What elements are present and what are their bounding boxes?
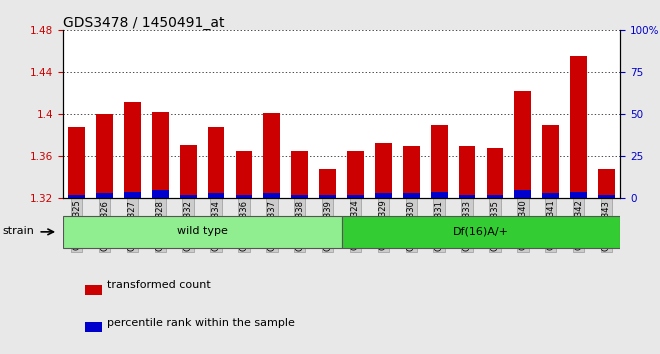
Bar [486, 148, 504, 198]
Bar [63, 216, 342, 248]
Bar [85, 322, 102, 332]
Bar [347, 195, 364, 198]
Bar [403, 193, 420, 198]
Bar [152, 190, 169, 198]
Bar [598, 195, 615, 198]
Bar [459, 146, 475, 198]
Bar [236, 195, 252, 198]
Bar [431, 125, 447, 198]
Text: percentile rank within the sample: percentile rank within the sample [108, 318, 295, 328]
Text: transformed count: transformed count [108, 280, 211, 290]
Bar [152, 112, 169, 198]
Bar [347, 151, 364, 198]
Bar [85, 285, 102, 295]
Bar [403, 146, 420, 198]
Bar [124, 192, 141, 198]
Text: wild type: wild type [177, 226, 228, 236]
Bar [180, 145, 197, 198]
Bar [375, 193, 392, 198]
Bar [68, 195, 85, 198]
Bar [570, 56, 587, 198]
Bar [459, 195, 475, 198]
Bar [543, 125, 559, 198]
Bar [291, 195, 308, 198]
Bar [375, 143, 392, 198]
Bar [263, 113, 280, 198]
Bar [319, 195, 336, 198]
Bar [96, 193, 113, 198]
Bar [486, 195, 504, 198]
Text: Df(16)A/+: Df(16)A/+ [453, 226, 509, 236]
Bar [68, 127, 85, 198]
Bar [124, 102, 141, 198]
Bar [598, 169, 615, 198]
Bar [96, 114, 113, 198]
Bar [236, 151, 252, 198]
Bar [180, 195, 197, 198]
Bar [570, 192, 587, 198]
Text: strain: strain [2, 226, 34, 236]
Bar [514, 190, 531, 198]
Bar [263, 193, 280, 198]
Bar [208, 193, 224, 198]
Bar [208, 127, 224, 198]
Bar [342, 216, 620, 248]
Bar [543, 193, 559, 198]
Text: GDS3478 / 1450491_at: GDS3478 / 1450491_at [63, 16, 224, 30]
Bar [291, 151, 308, 198]
Bar [514, 91, 531, 198]
Bar [319, 169, 336, 198]
Bar [431, 192, 447, 198]
